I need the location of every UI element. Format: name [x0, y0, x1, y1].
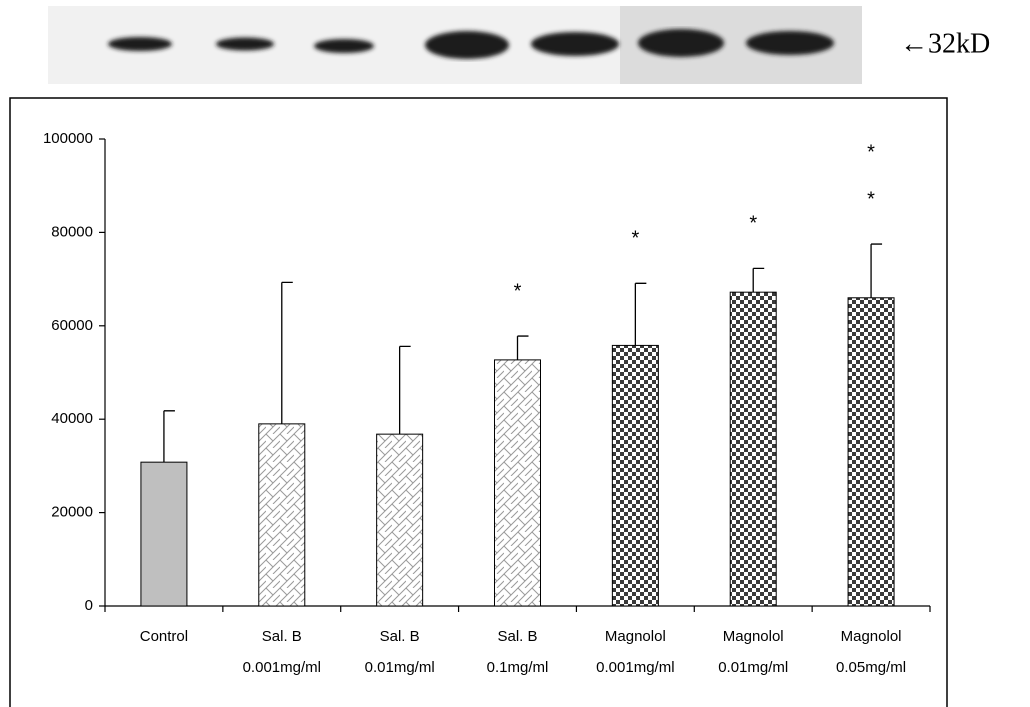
page: {"blot": {"label": "←32kD"}, "chart_data… — [0, 0, 1030, 707]
x-tick-label: Magnolol — [841, 628, 902, 645]
figure: ←32kD 0 20000 40000 60000 80000 100000 Control… — [0, 0, 1030, 707]
x-tick-label: Magnolol — [723, 628, 784, 645]
x-tick-label: 0.01mg/ml — [365, 659, 435, 676]
y-tick-label: 20000 — [51, 504, 93, 521]
y-tick-label: 80000 — [51, 223, 93, 240]
bar — [848, 298, 894, 606]
bar — [612, 345, 658, 606]
x-tick-label: 0.01mg/ml — [718, 659, 788, 676]
blot-band — [314, 39, 374, 53]
y-tick-label: 60000 — [51, 317, 93, 334]
significance-mark: * — [631, 228, 639, 250]
x-tick-label: 0.05mg/ml — [836, 659, 906, 676]
bar — [377, 434, 423, 606]
blot-band — [638, 29, 724, 57]
x-tick-label: Sal. B — [380, 628, 420, 645]
significance-mark: * — [867, 141, 875, 163]
bar — [141, 462, 187, 606]
blot-band — [531, 32, 619, 56]
blot-band — [108, 37, 172, 51]
bar — [730, 292, 776, 606]
x-tick-label: Magnolol — [605, 628, 666, 645]
error-bar — [635, 283, 646, 345]
error-bar — [164, 411, 175, 462]
western-blot: ←32kD — [48, 6, 990, 84]
bar — [259, 424, 305, 606]
error-bar — [400, 346, 411, 434]
x-tick-label: Sal. B — [262, 628, 302, 645]
error-bar — [282, 282, 293, 424]
y-tick-label: 100000 — [43, 130, 93, 147]
blot-band — [425, 31, 509, 59]
y-tick-label: 0 — [85, 597, 93, 614]
x-tick-label: 0.001mg/ml — [596, 659, 674, 676]
error-bar — [518, 336, 529, 360]
blot-label: ←32kD — [900, 28, 990, 59]
blot-band — [746, 31, 834, 55]
significance-mark: * — [514, 280, 522, 302]
blot-band — [216, 38, 274, 51]
x-tick-label: Sal. B — [497, 628, 537, 645]
chart-frame — [10, 98, 947, 707]
x-tick-label: 0.1mg/ml — [487, 659, 549, 676]
significance-mark: * — [749, 213, 757, 235]
error-bar — [871, 244, 882, 298]
y-tick-label: 40000 — [51, 410, 93, 427]
x-tick-label: Control — [140, 628, 188, 645]
significance-mark: * — [867, 188, 875, 210]
bar — [495, 360, 541, 606]
error-bar — [753, 268, 764, 292]
x-tick-label: 0.001mg/ml — [243, 659, 321, 676]
